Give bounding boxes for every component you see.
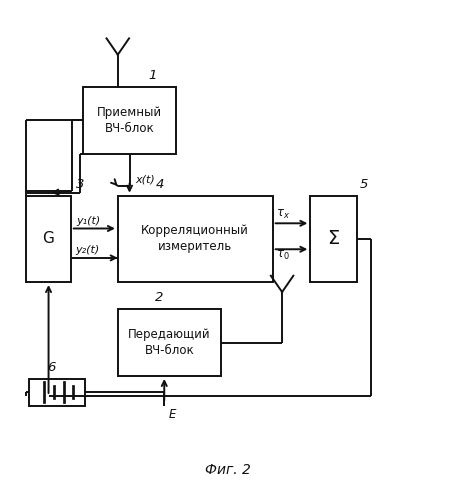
Text: Передающий
ВЧ-блок: Передающий ВЧ-блок <box>128 328 211 357</box>
Text: 1: 1 <box>148 69 157 82</box>
Text: Корреляционный
измеритель: Корреляционный измеритель <box>142 224 249 254</box>
Text: 2: 2 <box>155 292 164 304</box>
Text: $\tau_0$: $\tau_0$ <box>276 248 290 262</box>
Bar <box>118 196 273 282</box>
Text: 4: 4 <box>155 178 164 190</box>
Text: G: G <box>43 232 55 246</box>
Text: 6: 6 <box>48 360 56 374</box>
Text: 3: 3 <box>76 178 84 190</box>
Text: E: E <box>169 408 176 421</box>
Text: y₂(t): y₂(t) <box>76 246 100 256</box>
Bar <box>118 310 221 376</box>
Bar <box>26 196 71 282</box>
Text: y₁(t): y₁(t) <box>76 216 101 226</box>
Bar <box>83 87 177 154</box>
Text: 5: 5 <box>360 178 368 190</box>
Text: x(t): x(t) <box>135 174 155 184</box>
Bar <box>28 378 85 406</box>
Text: Фиг. 2: Фиг. 2 <box>205 464 251 477</box>
Text: $\tau_x$: $\tau_x$ <box>276 208 291 222</box>
Text: Приемный
ВЧ-блок: Приемный ВЧ-блок <box>97 106 162 134</box>
Text: Σ: Σ <box>328 230 340 248</box>
Bar <box>310 196 357 282</box>
